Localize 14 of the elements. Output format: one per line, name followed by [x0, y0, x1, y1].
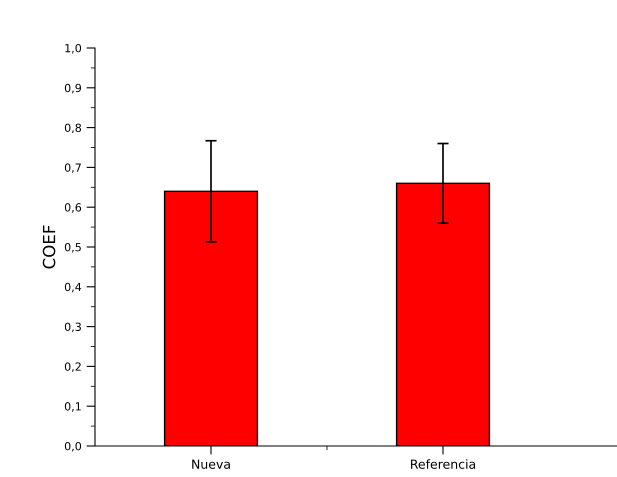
- y-tick-label: 1,0: [65, 44, 82, 54]
- x-tick-label: Referencia: [411, 459, 476, 469]
- y-tick-label: 0,3: [64, 322, 81, 332]
- y-tick-label: 0,1: [64, 402, 81, 412]
- y-axis-title: COEF: [42, 226, 56, 269]
- y-tick-label: 0,6: [64, 203, 82, 213]
- y-tick-label: 0,2: [64, 362, 81, 372]
- y-tick-label: 0,9: [64, 84, 82, 94]
- y-tick-label: 0,4: [64, 282, 82, 292]
- y-tick-label: 0,8: [64, 124, 82, 134]
- y-tick-label: 0,7: [64, 163, 81, 173]
- x-tick-label: Nueva: [192, 460, 230, 469]
- y-tick-label: 0,5: [64, 242, 81, 253]
- y-tick-label: 0,0: [64, 442, 82, 452]
